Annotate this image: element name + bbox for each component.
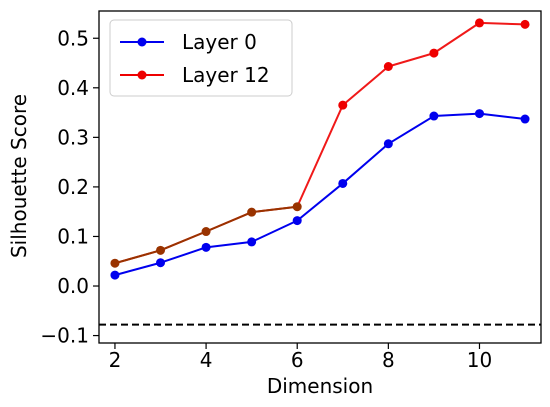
series-point-layer-0 (247, 237, 257, 247)
y-tick-label: 0.1 (57, 224, 89, 248)
x-tick-label: 2 (109, 348, 122, 372)
x-axis-label: Dimension (267, 374, 373, 398)
x-tick-label: 8 (382, 348, 395, 372)
x-tick-label: 10 (467, 348, 492, 372)
x-tick-label: 4 (200, 348, 213, 372)
series-point-layer-0 (338, 178, 348, 188)
plot-area: 2 4 6 8 10 −0.1 0.0 0.1 0.2 0.3 0.4 0.5 Layer 0 Layer… (40, 10, 542, 372)
legend-box (109, 19, 293, 97)
series-point-layer-0 (429, 111, 439, 121)
series-point-layer-12 (520, 19, 530, 29)
y-tick-label: 0.5 (57, 26, 89, 50)
series-point-layer-12 (429, 48, 439, 58)
series-point-layer-0 (292, 216, 302, 226)
legend-label: Layer 0 (182, 30, 257, 54)
series-point-layer-0 (474, 109, 484, 119)
y-tick-label: −0.1 (40, 324, 89, 348)
y-axis-label: Silhouette Score (7, 94, 31, 258)
legend-swatch-marker (137, 70, 147, 80)
series-point-layer-12 (474, 18, 484, 28)
series-point-layer-0 (383, 139, 393, 149)
series-point-layer-0 (520, 114, 530, 124)
series-point-layer-0 (201, 242, 211, 252)
series-point-layer-12 (338, 100, 348, 110)
y-tick-label: 0.4 (57, 76, 89, 100)
series-point-layer-0 (156, 258, 166, 268)
y-tick-label: 0.3 (57, 125, 89, 149)
series-line-overlap-segment (114, 205, 298, 265)
legend-swatch-marker (137, 37, 147, 47)
y-tick-label: 0.2 (57, 175, 89, 199)
x-tick-label: 6 (291, 348, 304, 372)
series-point-layer-12 (383, 61, 393, 71)
y-tick-label: 0.0 (57, 274, 89, 298)
legend-label: Layer 12 (182, 63, 270, 87)
series-point-layer-0 (110, 270, 120, 280)
series-line-layer-0 (114, 112, 526, 277)
plot-frame (98, 10, 542, 344)
